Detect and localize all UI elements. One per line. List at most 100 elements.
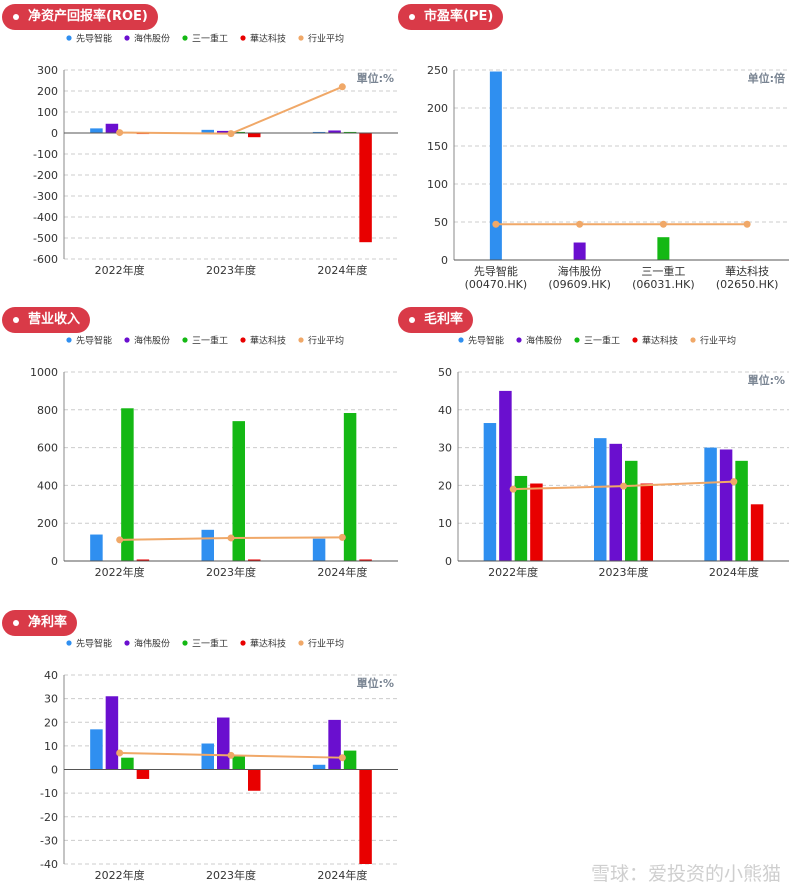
x-tick-label: 海伟股份 xyxy=(558,264,602,278)
bar-三一重工 xyxy=(121,757,134,770)
legend-label: 行业平均 xyxy=(700,335,736,347)
y-tick-label: 250 xyxy=(427,64,448,77)
bar-華达科技 xyxy=(359,559,372,561)
pe-chart: 250 200 150 100 50 0 先导智能(00470.HK) 海伟股份(09609.… xyxy=(427,64,789,291)
x-tick-label: (06031.HK) xyxy=(632,278,695,291)
average-point xyxy=(227,751,235,759)
y-tick-label: 150 xyxy=(427,140,448,153)
y-tick-label: 20 xyxy=(44,716,58,729)
y-tick-label: 40 xyxy=(44,669,58,682)
average-point xyxy=(509,485,517,493)
pe-title-pill: 市盈率(PE) xyxy=(398,4,504,30)
legend-marker xyxy=(182,337,188,343)
bar-先导智能 xyxy=(312,131,326,133)
average-line xyxy=(119,85,343,135)
y-tick-label: 100 xyxy=(427,178,448,191)
net-chart: 先导智能 海伟股份 三一重工 華达科技 行业平均 40 30 20 10 0 -10 -20 -30 -4… xyxy=(40,638,398,882)
legend-label: 海伟股份 xyxy=(134,335,170,347)
bar-海伟股份 xyxy=(105,123,119,133)
legend-marker xyxy=(182,35,188,41)
pe-title: 市盈率(PE) xyxy=(424,9,494,24)
x-tick-label: (00470.HK) xyxy=(465,278,528,291)
x-tick-label: (09609.HK) xyxy=(548,278,611,291)
bullet-icon xyxy=(13,317,19,323)
bar-海伟股份 xyxy=(719,449,733,561)
gross-panel: 毛利率 先导智能 海伟股份 三一重工 華达科技 行业平均 50 40 30 20 10 0 2022年… xyxy=(396,305,791,585)
bar-華达科技 xyxy=(530,483,543,561)
bar-三一重工 xyxy=(343,131,357,133)
y-tick-label: 300 xyxy=(37,64,58,77)
gross-title: 毛利率 xyxy=(424,312,464,327)
watermark: 雪球：爱投资的小熊猫 xyxy=(590,863,781,885)
legend-label: 行业平均 xyxy=(308,335,344,347)
legend-label: 三一重工 xyxy=(192,33,228,45)
bar-三一重工 xyxy=(232,421,245,561)
y-tick-label: 200 xyxy=(427,102,448,115)
bar-先导智能 xyxy=(201,129,214,133)
y-tick-label: 50 xyxy=(434,216,448,229)
roe-panel: 净资产回报率(ROE) 先导智能 海伟股份 三一重工 華达科技 行业平均 300 200 10… xyxy=(0,0,400,300)
bar-先导智能 xyxy=(312,538,326,561)
bullet-icon xyxy=(409,317,415,323)
bar-華达科技 xyxy=(136,769,150,779)
x-tick-label: 2023年度 xyxy=(599,565,649,579)
average-point xyxy=(116,749,124,757)
bar-海伟股份 xyxy=(328,130,341,133)
bar-三一重工 xyxy=(343,750,357,770)
y-tick-label: -30 xyxy=(40,834,58,847)
bar-三一重工 xyxy=(657,237,670,260)
average-point xyxy=(743,220,751,228)
x-tick-label: 2024年度 xyxy=(317,868,367,882)
y-tick-label: -300 xyxy=(33,190,58,203)
y-tick-label: 40 xyxy=(438,404,452,417)
legend-label: 三一重工 xyxy=(192,335,228,347)
legend-marker xyxy=(240,337,246,343)
legend-label: 先导智能 xyxy=(76,638,112,650)
x-tick-label: (02650.HK) xyxy=(716,278,779,291)
legend-label: 先导智能 xyxy=(76,33,112,45)
average-point xyxy=(227,130,235,138)
bar-三一重工 xyxy=(625,460,638,561)
bar-先导智能 xyxy=(312,764,326,770)
y-tick-label: 0 xyxy=(51,127,58,140)
y-tick-label: 0 xyxy=(441,254,448,267)
revenue-panel: 营业收入 先导智能 海伟股份 三一重工 華达科技 行业平均 1000 800 600 400 20… xyxy=(0,305,400,585)
bar-三一重工 xyxy=(343,413,357,561)
x-tick-label: 2022年度 xyxy=(95,565,145,579)
x-tick-label: 2024年度 xyxy=(317,565,367,579)
legend-marker xyxy=(240,640,246,646)
bar-三一重工 xyxy=(232,755,245,770)
legend-label: 行业平均 xyxy=(308,638,344,650)
y-tick-label: 200 xyxy=(37,85,58,98)
bar-華达科技 xyxy=(248,133,261,138)
bar-海伟股份 xyxy=(609,443,622,561)
x-tick-label: 2023年度 xyxy=(206,263,256,277)
bar-三一重工 xyxy=(735,460,748,561)
legend-label: 海伟股份 xyxy=(134,33,170,45)
bar-三一重工 xyxy=(121,408,134,561)
x-tick-label: 2024年度 xyxy=(709,565,759,579)
y-tick-label: 50 xyxy=(438,366,452,379)
revenue-chart: 先导智能 海伟股份 三一重工 華达科技 行业平均 1000 800 600 400 200 0 202… xyxy=(30,335,398,579)
legend-marker xyxy=(124,337,130,343)
legend-label: 海伟股份 xyxy=(526,335,562,347)
legend-marker xyxy=(298,35,304,41)
average-point xyxy=(338,83,346,91)
legend-marker xyxy=(66,640,72,646)
average-point xyxy=(730,478,738,486)
bullet-icon xyxy=(409,14,415,20)
average-point xyxy=(659,220,667,228)
bar-三一重工 xyxy=(232,131,245,133)
x-tick-label: 2022年度 xyxy=(488,565,538,579)
legend-marker xyxy=(458,337,464,343)
bar-海伟股份 xyxy=(217,130,230,133)
roe-title: 净资产回报率(ROE) xyxy=(28,9,148,24)
bar-華达科技 xyxy=(248,559,261,561)
gross-title-pill: 毛利率 xyxy=(398,307,474,333)
y-tick-label: 600 xyxy=(37,442,58,455)
bullet-icon xyxy=(13,620,19,626)
y-tick-label: 800 xyxy=(37,404,58,417)
bar-海伟股份 xyxy=(217,717,230,770)
y-tick-label: 0 xyxy=(445,555,452,568)
legend-marker xyxy=(574,337,580,343)
